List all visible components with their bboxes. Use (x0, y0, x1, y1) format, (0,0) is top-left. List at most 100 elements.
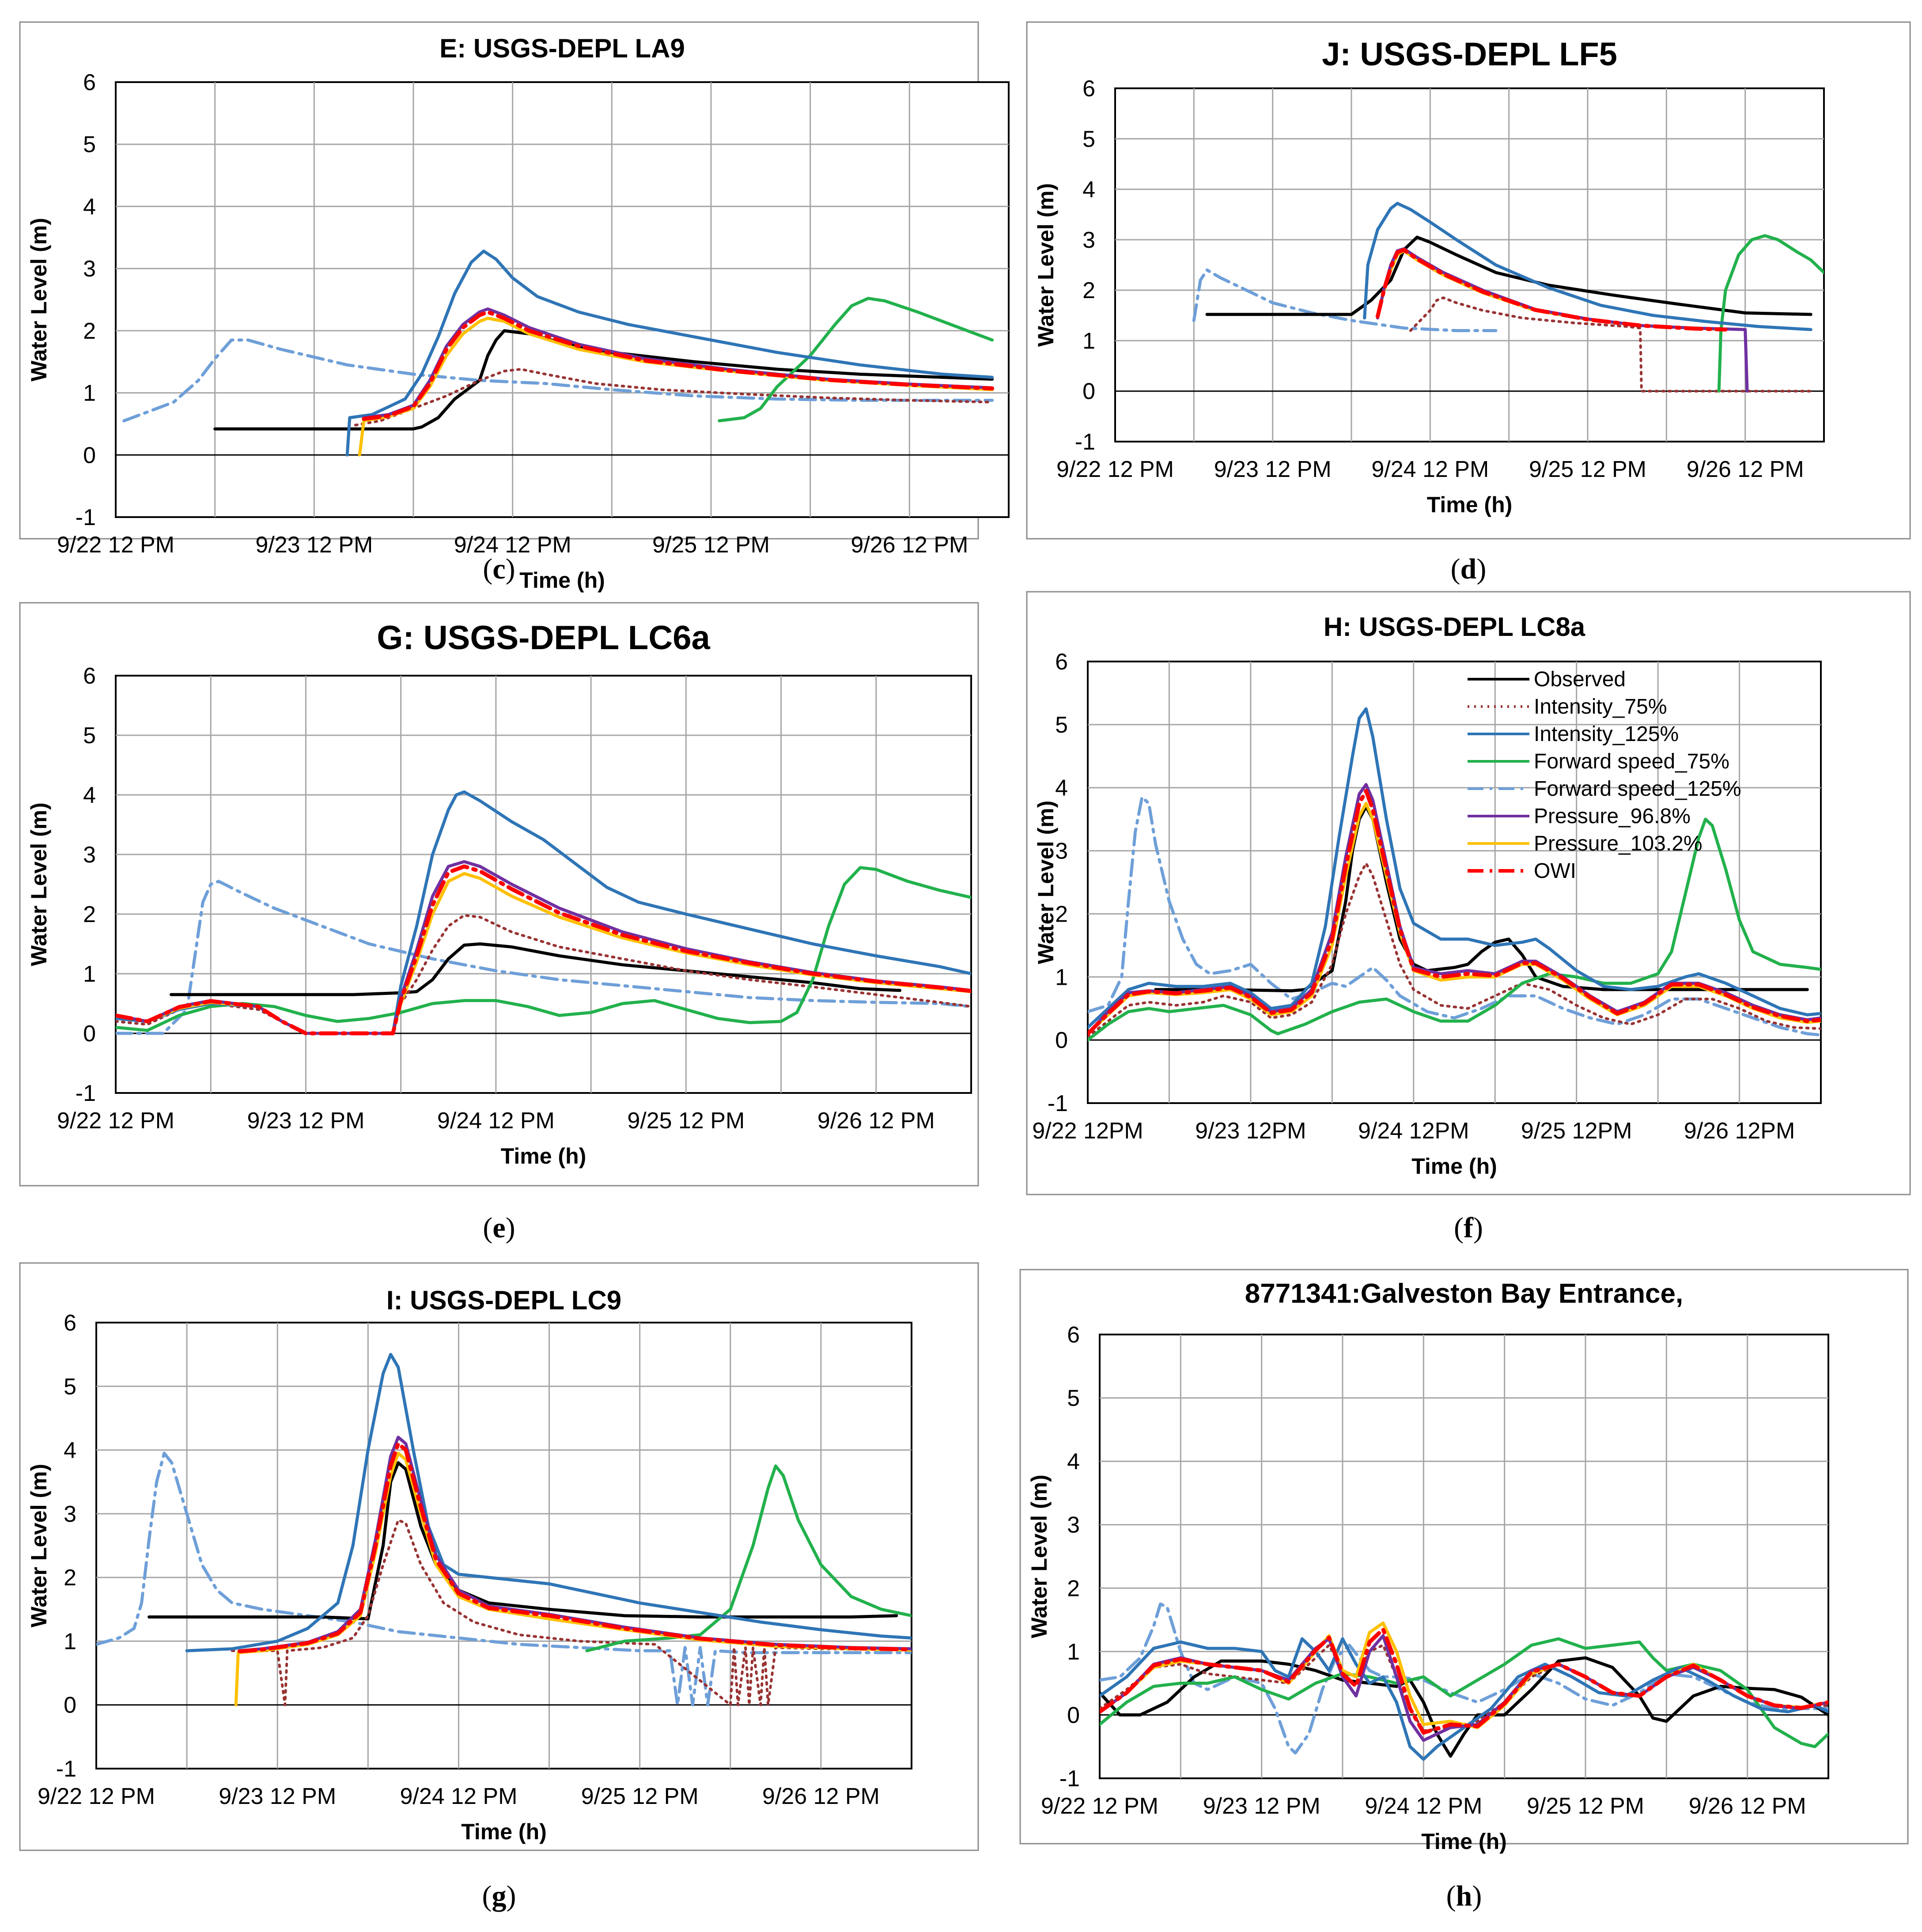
series-line-intensity-75 (1409, 296, 1812, 393)
x-axis-title: Time (h) (501, 1144, 586, 1168)
y-axis-title: Water Level (m) (26, 1464, 51, 1627)
series-line-intensity-125 (1363, 202, 1812, 331)
series-line-intensity-125 (345, 250, 994, 457)
series-line-owi (1375, 248, 1728, 332)
y-axis-title: Water Level (m) (26, 218, 51, 381)
x-axis-title: Time (h) (1427, 492, 1513, 517)
legend-label-forward-speed-125: Forward speed_125% (1534, 777, 1741, 801)
legend: Observed Intensity_75% Intensity_125% Forwa… (1468, 668, 1741, 883)
panel-letter: c (492, 553, 505, 585)
y-tick-label: 0 (83, 1021, 96, 1047)
y-tick-label: 2 (1055, 901, 1068, 927)
chart-title: E: USGS-DEPL LA9 (439, 34, 685, 63)
y-tick-label: 6 (83, 70, 96, 95)
legend-label-observed: Observed (1534, 668, 1626, 691)
x-tick-label: 9/22 12PM (1032, 1118, 1143, 1144)
chart-title: 8771341:Galveston Bay Entrance, (1245, 1278, 1684, 1309)
series-line-owi (238, 1441, 912, 1653)
series-line-forward-speed-75 (1088, 817, 1821, 1042)
y-tick-label: 2 (1082, 278, 1095, 303)
x-tick-label: 9/23 12 PM (1203, 1793, 1320, 1819)
y-tick-label: 6 (64, 1310, 76, 1336)
y-tick-label: 6 (1082, 76, 1095, 102)
series-line-forward-speed-125 (1088, 795, 1821, 1037)
y-tick-label: -1 (56, 1756, 76, 1782)
plot-area (115, 675, 972, 1094)
plot-area (115, 81, 1010, 518)
y-tick-label: 2 (83, 902, 96, 927)
y-tick-label: 2 (1067, 1576, 1080, 1601)
y-tick-label: -1 (1075, 429, 1095, 455)
y-tick-label: 4 (1082, 177, 1095, 203)
x-tick-label: 9/23 12 PM (219, 1784, 336, 1809)
series-line-observed (1100, 1656, 1828, 1758)
chart-panel-d: J: USGS-DEPL LF5 -1 0 1 2 3 4 5 6 9/22 12 PM 9/23 … (1026, 21, 1911, 540)
y-tick-label: 1 (83, 381, 96, 406)
series-line-owi (1088, 789, 1821, 1036)
x-tick-label: 9/25 12 PM (1527, 1793, 1644, 1819)
series-group (122, 250, 995, 457)
chart-panel-f: H: USGS-DEPL LC8a -1 0 1 2 3 4 5 6 9/22 12PM 9/23 … (1026, 591, 1911, 1195)
series-line-forward-speed-75 (718, 297, 994, 423)
y-tick-label: 1 (64, 1629, 76, 1654)
y-tick-label: 3 (83, 842, 96, 868)
series-line-intensity-75 (116, 914, 971, 1035)
series-line-forward-speed-125 (96, 1452, 912, 1707)
x-tick-label: 9/26 12 PM (851, 532, 968, 558)
y-tick-label: 1 (83, 961, 96, 987)
series-line-observed (1154, 805, 1809, 993)
y-tick-label: 0 (1082, 379, 1095, 405)
y-tick-label: 3 (1067, 1512, 1080, 1538)
y-tick-label: 5 (1055, 712, 1068, 738)
series-line-owi (362, 310, 995, 421)
plot-area (95, 1322, 912, 1769)
series-group (116, 790, 971, 1036)
series-line-observed (170, 942, 902, 996)
y-axis-title: Water Level (m) (26, 802, 51, 966)
y-tick-label: 1 (1067, 1639, 1080, 1665)
series-group (1088, 707, 1821, 1042)
y-tick-label: 6 (1067, 1322, 1080, 1348)
y-tick-label: 2 (64, 1565, 76, 1591)
legend-label-pressure-96-8: Pressure_96.8% (1534, 805, 1691, 828)
y-tick-label: 0 (64, 1693, 76, 1718)
panel-label: (f) (1454, 1212, 1483, 1244)
series-line-intensity-75 (231, 1519, 912, 1706)
series-line-forward-speed-125 (122, 338, 994, 423)
x-tick-label: 9/26 12 PM (1687, 457, 1804, 482)
chart-panel-c: E: USGS-DEPL LA9 -1 0 1 2 3 4 5 6 9/22 12 PM 9/23 … (19, 21, 1010, 593)
panel-letter: h (1456, 1880, 1472, 1912)
y-tick-label: 5 (83, 723, 96, 749)
y-tick-label: 2 (83, 318, 96, 344)
y-tick-label: 6 (1055, 649, 1068, 675)
series-group (1100, 1602, 1828, 1761)
y-tick-label: 4 (83, 783, 96, 808)
series-line-owi (116, 864, 971, 1036)
y-tick-label: 4 (83, 194, 96, 219)
panel-letter: e (492, 1212, 505, 1244)
plot-area (1099, 1334, 1829, 1779)
x-tick-label: 9/26 12 PM (762, 1784, 880, 1809)
x-tick-label: 9/22 12 PM (57, 1108, 174, 1134)
y-tick-label: 5 (64, 1374, 76, 1399)
y-tick-label: 4 (1067, 1449, 1080, 1475)
series-line-forward-speed-125 (1192, 268, 1498, 333)
legend-label-intensity-125: Intensity_125% (1534, 722, 1679, 746)
x-tick-label: 9/24 12PM (1358, 1118, 1469, 1144)
y-tick-label: 4 (64, 1438, 76, 1463)
y-tick-label: -1 (1048, 1091, 1068, 1116)
panel-letter: f (1464, 1212, 1474, 1244)
y-axis-title: Water Level (m) (1033, 801, 1058, 964)
x-tick-label: 9/24 12 PM (1371, 457, 1489, 482)
x-tick-label: 9/24 12 PM (454, 532, 571, 558)
x-tick-label: 9/23 12 PM (255, 532, 373, 558)
x-tick-label: 9/25 12 PM (627, 1108, 745, 1134)
legend-label-owi: OWI (1534, 859, 1576, 883)
series-line-observed (1205, 235, 1812, 316)
series-line-forward-speed-125 (116, 880, 971, 1035)
series-line-owi (1100, 1627, 1828, 1735)
y-tick-label: 1 (1082, 328, 1095, 354)
y-axis-title: Water Level (m) (1033, 183, 1058, 347)
series-line-observed (213, 329, 994, 431)
x-tick-label: 9/22 12 PM (57, 532, 174, 558)
